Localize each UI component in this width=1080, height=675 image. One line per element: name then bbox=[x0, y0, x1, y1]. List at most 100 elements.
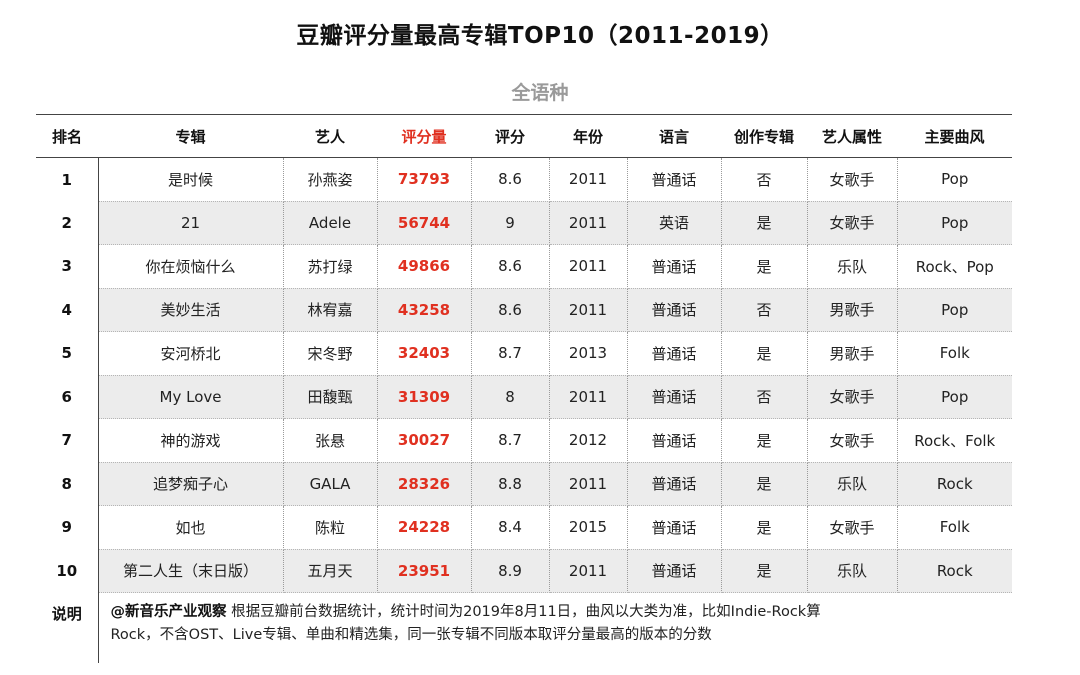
cell-rating-count: 30027 bbox=[377, 418, 472, 463]
cell-rating-count: 73793 bbox=[377, 157, 472, 202]
cell-rating-count: 49866 bbox=[377, 244, 472, 289]
cell-rating-count: 56744 bbox=[377, 201, 472, 245]
cell-original: 是 bbox=[721, 505, 808, 550]
cell-album: 你在烦恼什么 bbox=[98, 244, 284, 289]
cell-year: 2012 bbox=[549, 418, 628, 463]
cell-artist: 孙燕姿 bbox=[283, 157, 378, 202]
cell-rating-count: 32403 bbox=[377, 331, 472, 376]
cell-genre: Rock bbox=[897, 462, 1012, 506]
table-row: 4 美妙生活 林宥嘉 43258 8.6 2011 普通话 否 男歌手 Pop bbox=[36, 288, 1012, 332]
cell-language: 普通话 bbox=[627, 418, 722, 463]
cell-rating-count: 28326 bbox=[377, 462, 472, 506]
cell-year: 2011 bbox=[549, 157, 628, 202]
cell-rank: 8 bbox=[36, 462, 99, 506]
cell-artist-type: 女歌手 bbox=[807, 201, 898, 245]
cell-rank: 3 bbox=[36, 244, 99, 288]
cell-rank: 10 bbox=[36, 549, 99, 593]
table-row: 1 是时候 孙燕姿 73793 8.6 2011 普通话 否 女歌手 Pop bbox=[36, 157, 1012, 202]
cell-genre: Folk bbox=[897, 505, 1012, 550]
cell-artist: 林宥嘉 bbox=[283, 288, 378, 332]
cell-original: 是 bbox=[721, 244, 808, 289]
cell-original: 是 bbox=[721, 462, 808, 506]
cell-score: 8.8 bbox=[471, 462, 550, 506]
cell-rating-count: 23951 bbox=[377, 549, 472, 593]
header-language: 语言 bbox=[627, 114, 721, 158]
note-line1: 根据豆瓣前台数据统计，统计时间为2019年8月11日，曲风以大类为准，比如Ind… bbox=[226, 604, 821, 620]
cell-rank: 9 bbox=[36, 505, 99, 549]
page-title: 豆瓣评分量最高专辑TOP10（2011-2019） bbox=[296, 23, 784, 49]
header-score: 评分 bbox=[471, 114, 549, 158]
cell-artist: 苏打绿 bbox=[283, 244, 378, 289]
cell-score: 8.7 bbox=[471, 418, 550, 463]
cell-artist: 宋冬野 bbox=[283, 331, 378, 376]
cell-album: 是时候 bbox=[98, 157, 284, 202]
cell-artist-type: 女歌手 bbox=[807, 375, 898, 419]
cell-artist: 田馥甄 bbox=[283, 375, 378, 419]
header-original: 创作专辑 bbox=[721, 114, 807, 158]
cell-artist: 陈粒 bbox=[283, 505, 378, 550]
cell-year: 2011 bbox=[549, 462, 628, 506]
cell-year: 2011 bbox=[549, 201, 628, 245]
note-row: 说明 @新音乐产业观察 根据豆瓣前台数据统计，统计时间为2019年8月11日，曲… bbox=[36, 592, 1012, 663]
cell-rating-count: 31309 bbox=[377, 375, 472, 419]
cell-rank: 5 bbox=[36, 331, 99, 375]
cell-album: 安河桥北 bbox=[98, 331, 284, 376]
cell-score: 8.6 bbox=[471, 244, 550, 289]
cell-artist-type: 乐队 bbox=[807, 244, 898, 289]
cell-original: 是 bbox=[721, 201, 808, 245]
header-rank: 排名 bbox=[36, 114, 98, 158]
cell-artist-type: 乐队 bbox=[807, 549, 898, 593]
cell-language: 普通话 bbox=[627, 288, 722, 332]
header-artist: 艺人 bbox=[283, 114, 377, 158]
cell-language: 普通话 bbox=[627, 244, 722, 289]
cell-genre: Pop bbox=[897, 201, 1012, 245]
cell-artist: 五月天 bbox=[283, 549, 378, 593]
cell-year: 2011 bbox=[549, 375, 628, 419]
cell-album: 如也 bbox=[98, 505, 284, 550]
cell-genre: Pop bbox=[897, 288, 1012, 332]
cell-album: 神的游戏 bbox=[98, 418, 284, 463]
header-artist-type: 艺人属性 bbox=[807, 114, 897, 158]
cell-language: 普通话 bbox=[627, 331, 722, 376]
cell-year: 2011 bbox=[549, 549, 628, 593]
table-row: 3 你在烦恼什么 苏打绿 49866 8.6 2011 普通话 是 乐队 Roc… bbox=[36, 244, 1012, 289]
header-year: 年份 bbox=[549, 114, 627, 158]
header-genre: 主要曲风 bbox=[897, 114, 1012, 158]
cell-language: 普通话 bbox=[627, 505, 722, 550]
note-line2: Rock，不含OST、Live专辑、单曲和精选集，同一张专辑不同版本取评分量最高… bbox=[110, 627, 712, 643]
cell-year: 2015 bbox=[549, 505, 628, 550]
cell-language: 普通话 bbox=[627, 549, 722, 593]
cell-language: 普通话 bbox=[627, 375, 722, 419]
cell-artist-type: 男歌手 bbox=[807, 288, 898, 332]
cell-rank: 2 bbox=[36, 201, 99, 245]
cell-score: 8 bbox=[471, 375, 550, 419]
cell-score: 9 bbox=[471, 201, 550, 245]
cell-year: 2011 bbox=[549, 244, 628, 289]
cell-original: 否 bbox=[721, 375, 808, 419]
cell-year: 2011 bbox=[549, 288, 628, 332]
cell-artist: 张悬 bbox=[283, 418, 378, 463]
cell-original: 否 bbox=[721, 288, 808, 332]
cell-rank: 7 bbox=[36, 418, 99, 462]
cell-rank: 1 bbox=[36, 157, 99, 201]
header-rating-count: 评分量 bbox=[377, 114, 471, 158]
table-row: 5 安河桥北 宋冬野 32403 8.7 2013 普通话 是 男歌手 Folk bbox=[36, 331, 1012, 376]
cell-artist-type: 乐队 bbox=[807, 462, 898, 506]
cell-genre: Pop bbox=[897, 375, 1012, 419]
cell-genre: Folk bbox=[897, 331, 1012, 376]
cell-genre: Rock、Pop bbox=[897, 244, 1012, 289]
cell-artist-type: 女歌手 bbox=[807, 157, 898, 202]
cell-artist: Adele bbox=[283, 201, 378, 245]
table-row: 8 追梦痴子心 GALA 28326 8.8 2011 普通话 是 乐队 Roc… bbox=[36, 462, 1012, 506]
table-subtitle: 全语种 bbox=[511, 82, 569, 104]
cell-original: 否 bbox=[721, 157, 808, 202]
cell-score: 8.6 bbox=[471, 157, 550, 202]
cell-artist-type: 男歌手 bbox=[807, 331, 898, 376]
cell-score: 8.4 bbox=[471, 505, 550, 550]
table-row: 7 神的游戏 张悬 30027 8.7 2012 普通话 是 女歌手 Rock、… bbox=[36, 418, 1012, 463]
cell-rank: 4 bbox=[36, 288, 99, 332]
cell-rating-count: 43258 bbox=[377, 288, 472, 332]
cell-album: My Love bbox=[98, 375, 284, 419]
header-row: 排名 专辑 艺人 评分量 评分 年份 语言 创作专辑 艺人属性 主要曲风 bbox=[36, 114, 1012, 158]
cell-album: 21 bbox=[98, 201, 284, 245]
